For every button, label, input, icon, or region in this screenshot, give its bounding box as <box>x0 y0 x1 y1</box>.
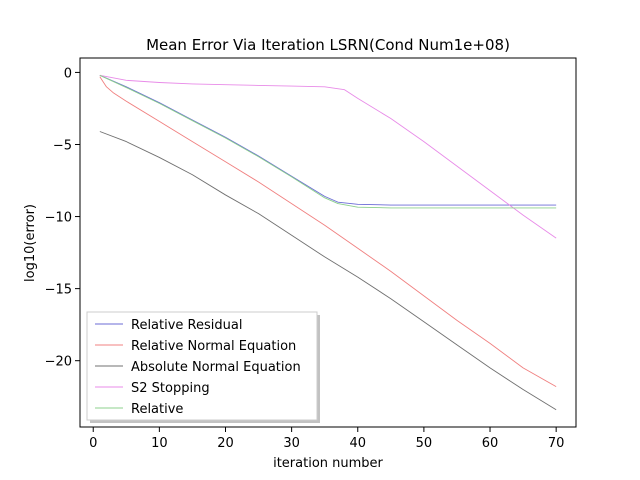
y-tick-label: −20 <box>45 355 72 370</box>
chart-title: Mean Error Via Iteration LSRN(Cond Num1e… <box>146 36 510 54</box>
y-tick-label: −10 <box>45 211 72 226</box>
x-tick-label: 70 <box>548 436 565 451</box>
x-tick-label: 0 <box>89 436 97 451</box>
legend: Relative Residual Relative Normal Equatio… <box>86 311 320 423</box>
x-tick-label: 50 <box>416 436 433 451</box>
series-line-absolute-normal-equation <box>99 131 557 411</box>
series-line-relative <box>99 74 557 209</box>
y-axis-title: log10(error) <box>23 204 38 282</box>
legend-label: Relative <box>131 402 183 417</box>
series-line-s2-stopping <box>99 74 557 239</box>
y-axis: 0 −5 −10 −15 −20 <box>45 66 80 370</box>
legend-box <box>86 311 318 421</box>
y-tick-label: −15 <box>45 283 72 298</box>
series-line-relative-normal-equation <box>99 76 557 388</box>
legend-label: Relative Residual <box>131 318 242 333</box>
y-tick-label: 0 <box>64 66 72 81</box>
x-tick-label: 60 <box>482 436 499 451</box>
legend-label: Absolute Normal Equation <box>131 360 301 375</box>
legend-label: S2 Stopping <box>131 381 210 396</box>
x-tick-label: 40 <box>349 436 366 451</box>
x-tick-label: 20 <box>217 436 234 451</box>
legend-label: Relative Normal Equation <box>131 339 296 354</box>
y-tick-label: −5 <box>53 138 72 153</box>
x-axis: 0 10 20 30 40 50 60 70 <box>89 427 564 451</box>
series-layer <box>99 74 557 411</box>
x-tick-label: 10 <box>151 436 168 451</box>
series-line-relative-residual <box>99 74 557 206</box>
x-axis-title: iteration number <box>273 456 383 471</box>
x-tick-label: 30 <box>283 436 300 451</box>
plot-frame <box>79 57 577 428</box>
